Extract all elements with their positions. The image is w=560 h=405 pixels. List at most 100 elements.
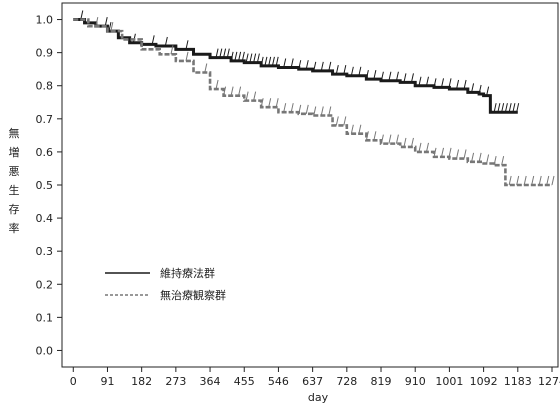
censor-mark-maintenance: [151, 35, 155, 45]
y-tick-label: 0.9: [36, 47, 54, 60]
censor-mark-observation: [508, 175, 512, 186]
censor-mark-maintenance: [501, 103, 505, 113]
y-tick-label: 0.6: [36, 146, 54, 159]
censor-mark-maintenance: [320, 61, 324, 71]
censor-mark-maintenance: [516, 103, 520, 113]
censor-mark-observation: [493, 156, 497, 166]
x-tick-label: 910: [405, 375, 426, 388]
censor-mark-maintenance: [448, 78, 452, 88]
legend: 維持療法群 無治療観察群: [105, 266, 226, 302]
x-tick-label: 182: [131, 375, 152, 388]
censor-mark-maintenance: [418, 76, 422, 86]
censor-mark-observation: [395, 134, 399, 144]
censor-mark-observation: [538, 175, 542, 186]
x-axis: 0 91 182 273 364 455 546 637 728 819 910 1001 1092 11…: [70, 367, 560, 388]
censor-mark-maintenance: [471, 83, 475, 93]
x-tick-label: 728: [336, 375, 357, 388]
censor-mark-observation: [335, 116, 339, 126]
censor-mark-observation: [551, 175, 555, 186]
y-tick-label: 1.0: [36, 14, 54, 27]
censor-mark-maintenance: [508, 103, 512, 113]
censor-mark-observation: [448, 147, 452, 157]
y-tick-label: 0.7: [36, 113, 54, 126]
censor-mark-observation: [245, 91, 249, 101]
censor-mark-maintenance: [219, 48, 223, 58]
censor-mark-maintenance: [241, 51, 245, 62]
censor-mark-maintenance: [104, 17, 108, 27]
censor-mark-observation: [388, 134, 392, 144]
censor-mark-maintenance: [245, 53, 249, 63]
censor-mark-observation: [418, 142, 422, 153]
censor-mark-observation: [343, 116, 347, 126]
censor-mark-maintenance: [365, 70, 369, 80]
censor-mark-observation: [486, 154, 490, 164]
censor-mark-maintenance: [425, 76, 429, 86]
censor-mark-maintenance: [493, 103, 497, 113]
censor-mark-maintenance: [358, 66, 362, 76]
censor-mark-maintenance: [395, 71, 399, 81]
censor-mark-maintenance: [260, 56, 264, 66]
x-tick-label: 364: [200, 375, 221, 388]
x-tick-label: 1274: [538, 375, 560, 388]
censor-mark-maintenance: [350, 66, 354, 76]
x-tick-label: 91: [100, 375, 114, 388]
censor-mark-observation: [516, 175, 520, 186]
y-tick-label: 0.0: [36, 344, 54, 357]
censor-mark-observation: [230, 86, 234, 96]
y-tick-label: 0.1: [36, 311, 54, 324]
censor-mark-maintenance: [380, 71, 384, 81]
censor-mark-observation: [456, 149, 460, 159]
censor-mark-maintenance: [403, 73, 407, 83]
censor-mark-observation: [546, 175, 550, 186]
censor-mark-maintenance: [410, 73, 414, 83]
censor-mark-observation: [433, 147, 437, 157]
censor-mark-observation: [410, 137, 414, 148]
x-tick-label: 455: [234, 375, 255, 388]
x-tick-label: 637: [302, 375, 323, 388]
y-tick-label: 0.5: [36, 179, 54, 192]
chart-frame: [61, 2, 559, 368]
x-axis-label: day: [308, 391, 329, 404]
censor-mark-maintenance: [226, 48, 230, 58]
censor-mark-maintenance: [388, 71, 392, 81]
censor-mark-observation: [380, 134, 384, 144]
censor-mark-maintenance: [108, 22, 112, 32]
legend-label-maintenance: 維持療法群: [160, 266, 215, 280]
censor-mark-observation: [110, 22, 114, 32]
censor-mark-observation: [253, 91, 257, 101]
censor-mark-maintenance: [290, 58, 294, 68]
censor-mark-maintenance: [223, 48, 227, 58]
censor-mark-observation: [320, 106, 324, 116]
censor-mark-observation: [283, 103, 287, 113]
x-tick-label: 819: [371, 375, 392, 388]
censor-mark-maintenance: [343, 65, 347, 75]
y-tick-label: 0.8: [36, 80, 54, 93]
censor-mark-observation: [350, 124, 354, 134]
censor-mark-observation: [238, 86, 242, 96]
censor-mark-maintenance: [283, 58, 287, 68]
censor-mark-observation: [215, 79, 219, 90]
series-layer: [73, 10, 555, 187]
censor-mark-maintenance: [238, 51, 242, 62]
censor-mark-observation: [204, 63, 208, 73]
x-tick-label: 546: [268, 375, 289, 388]
censor-mark-maintenance: [433, 78, 437, 88]
censor-mark-maintenance: [305, 60, 309, 70]
censor-mark-maintenance: [328, 61, 332, 71]
censor-mark-maintenance: [313, 61, 317, 71]
censor-mark-maintenance: [275, 56, 279, 66]
x-tick-label: 1001: [435, 375, 463, 388]
censor-mark-observation: [425, 142, 429, 153]
censor-mark-observation: [373, 131, 377, 141]
censor-mark-maintenance: [441, 78, 445, 88]
censor-mark-maintenance: [512, 103, 516, 113]
censor-mark-maintenance: [268, 56, 272, 66]
censor-mark-maintenance: [497, 103, 501, 113]
censor-mark-observation: [95, 17, 99, 27]
y-tick-label: 0.4: [36, 212, 54, 225]
censor-mark-maintenance: [478, 84, 482, 95]
censor-mark-maintenance: [264, 56, 268, 66]
x-tick-label: 273: [165, 375, 186, 388]
censor-mark-observation: [185, 51, 189, 62]
